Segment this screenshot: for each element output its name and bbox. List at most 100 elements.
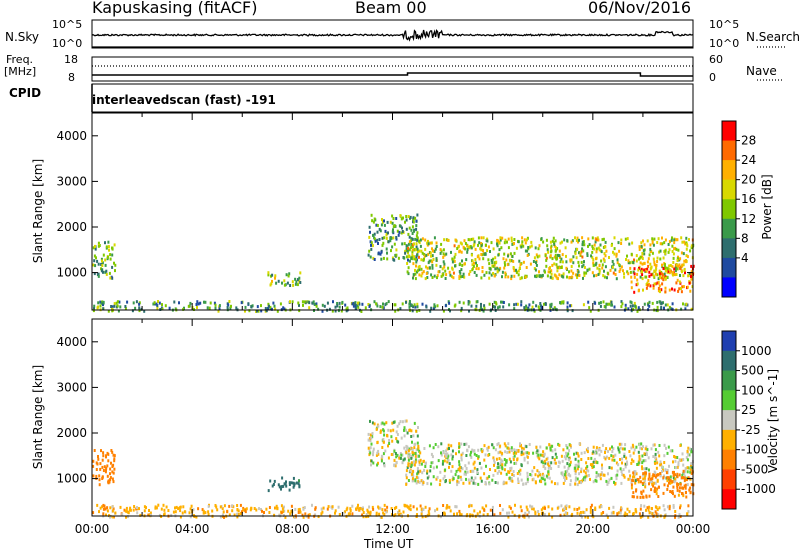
velocity-echo-cell [298, 507, 301, 511]
power-echo-cell [412, 217, 415, 221]
velocity-echo-cell [292, 476, 295, 480]
power-echo-cell [396, 229, 399, 233]
velocity-echo-cell [526, 451, 529, 455]
power-echo-cell [641, 277, 644, 281]
power-echo-cell [416, 305, 419, 309]
velocity-echo-cell [437, 459, 440, 463]
velocity-echo-cell [383, 462, 386, 466]
velocity-echo-cell [672, 476, 675, 480]
velocity-echo-cell [618, 450, 621, 454]
power-echo-cell [113, 304, 116, 308]
nsearch-tick-top: 10^5 [709, 18, 740, 31]
velocity-echo-cell [474, 482, 477, 486]
velocity-echo-cell [668, 505, 671, 509]
power-echo-cell [381, 305, 384, 309]
power-echo-cell [502, 305, 505, 309]
velocity-echo-cell [125, 515, 127, 519]
power-echo-cell [393, 224, 396, 228]
power-echo-cell [631, 304, 634, 308]
velocity-echo-cell [676, 482, 679, 486]
velocity-echo-cell [426, 469, 429, 473]
power-echo-cell [579, 253, 582, 257]
velocity-echo-cell [595, 475, 598, 479]
power-echo-cell [559, 241, 562, 245]
power-echo-cell [510, 236, 513, 240]
power-echo-cell [481, 253, 484, 257]
velocity-echo-cell [148, 509, 150, 512]
velocity-echo-cell [515, 451, 518, 455]
velocity-echo-cell [104, 507, 107, 511]
velocity-echo-cell [362, 511, 365, 514]
power-echo-cell [425, 253, 428, 257]
cpid-panel-frame [91, 83, 694, 113]
velocity-echo-cell [642, 459, 645, 463]
velocity-echo-cell [630, 461, 633, 465]
power-echo-cell [568, 276, 571, 280]
power-echo-cell [394, 309, 397, 313]
velocity-echo-cell [411, 440, 413, 444]
velocity-echo-cell [569, 479, 572, 483]
velocity-echo-cell [690, 464, 692, 468]
power-echo-cell [501, 275, 503, 279]
velocity-echo-cell [496, 466, 499, 470]
power-echo-cell [646, 283, 649, 287]
power-echo-cell [414, 216, 417, 220]
velocity-echo-cell [656, 478, 659, 482]
power-echo-cell [97, 272, 100, 276]
velocity-echo-cell [420, 507, 423, 511]
power-echo-cell [423, 257, 425, 261]
velocity-echo-cell [422, 460, 425, 463]
velocity-echo-cell [537, 513, 540, 516]
power-echo-cell [649, 243, 652, 247]
velocity-echo-cell [468, 481, 471, 485]
velocity-echo-cell [610, 476, 613, 480]
power-echo-cell [533, 256, 536, 260]
power-echo-cell [675, 281, 678, 285]
velocity-echo-cell [236, 515, 239, 519]
power-echo-cell [481, 270, 484, 274]
power-echo-cell [551, 276, 554, 280]
velocity-echo-cell [355, 507, 357, 511]
power-echo-cell [648, 270, 651, 274]
velocity-echo-cell [565, 476, 568, 480]
power-echo-cell [532, 260, 535, 263]
freq-panel-frame [91, 56, 694, 82]
velocity-echo-cell [405, 469, 408, 473]
power-echo-cell [676, 278, 679, 282]
velocity-echo-cell [561, 471, 564, 475]
velocity-echo-cell [470, 504, 473, 508]
power-echo-cell [482, 249, 484, 253]
velocity-echo-cell [192, 508, 195, 512]
velocity-echo-cell [628, 510, 631, 514]
velocity-echo-cell [167, 509, 170, 512]
station-title: Kapuskasing (fitACF) [92, 0, 258, 17]
power-echo-cell [391, 245, 394, 249]
velocity-echo-cell [604, 451, 606, 454]
velocity-echo-cell [508, 450, 511, 454]
velocity-echo-cell [428, 512, 431, 516]
velocity-echo-cell [290, 504, 293, 508]
velocity-echo-cell [411, 479, 414, 483]
velocity-echo-cell [427, 509, 430, 513]
velocity-echo-cell [368, 449, 371, 453]
velocity-echo-cell [419, 458, 422, 462]
power-echo-cell [331, 309, 334, 313]
power-echo-cell [592, 263, 595, 267]
power-echo-cell [574, 252, 577, 256]
power-echo-cell [551, 257, 554, 261]
power-echo-cell [561, 240, 563, 244]
power-echo-cell [440, 242, 443, 246]
power-echo-cell [666, 303, 669, 307]
power-echo-cell [379, 305, 382, 309]
velocity-echo-cell [641, 467, 644, 471]
power-echo-cell [540, 237, 543, 241]
velocity-echo-cell [630, 483, 633, 487]
power-echo-cell [656, 260, 659, 263]
power-echo-cell [475, 267, 478, 271]
power-echo-cell [561, 260, 564, 264]
velocity-echo-cell [666, 488, 669, 491]
power-panel-bg [92, 113, 693, 310]
velocity-echo-cell [109, 467, 112, 471]
velocity-echo-cell [642, 473, 645, 477]
velocity-echo-cell [542, 506, 544, 510]
